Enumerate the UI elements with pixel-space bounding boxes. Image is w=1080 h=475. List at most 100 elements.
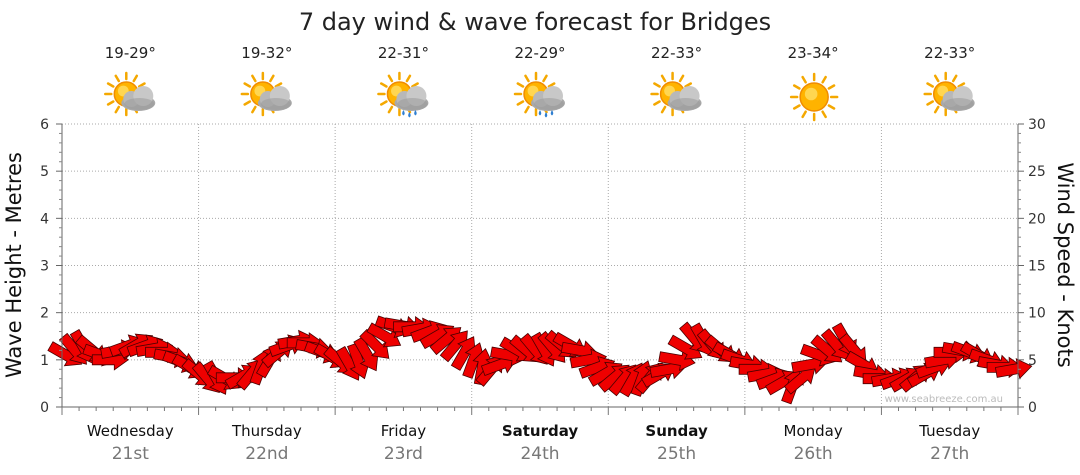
sun-ray	[379, 100, 388, 106]
temperature-range: 19-29°	[105, 44, 156, 62]
sun-ray	[792, 104, 801, 110]
rain-drop	[414, 110, 417, 116]
wind-arrow	[359, 328, 390, 359]
sun-ray	[387, 74, 394, 83]
sun-cloud-icon	[104, 71, 156, 117]
sun-cloud-icon	[650, 71, 702, 117]
cloud-shadow	[534, 98, 564, 110]
wind-arrow	[667, 334, 703, 360]
sun-ray	[516, 100, 525, 106]
sun-ray	[106, 100, 115, 106]
temperature-range: 19-32°	[241, 44, 292, 62]
rain-drops	[538, 110, 554, 118]
wind-arrow	[366, 322, 402, 348]
temperature-range: 22-33°	[924, 44, 975, 62]
right-tick-label: 20	[1028, 211, 1046, 227]
wind-arrow	[658, 349, 696, 372]
temperature-range: 22-31°	[378, 44, 429, 62]
sun-ray	[243, 100, 252, 106]
right-tick-label: 15	[1028, 259, 1046, 275]
watermark: www.seabreeze.com.au	[885, 394, 1003, 405]
cloud-shadow	[397, 98, 428, 110]
sun-ray	[132, 74, 139, 83]
cloud-shape	[940, 86, 975, 111]
sun-ray	[801, 75, 807, 84]
sun-ray	[684, 82, 693, 88]
sun-ray	[251, 74, 257, 83]
day-date-label: 26th	[794, 444, 833, 464]
day-name-label: Tuesday	[918, 422, 980, 440]
sun-ray	[951, 74, 958, 83]
sun-ray	[933, 105, 940, 114]
wind-arrows	[47, 315, 1033, 405]
sun-ray	[269, 74, 275, 83]
cloud-shape	[257, 86, 292, 111]
sun-ray	[251, 105, 257, 114]
right-tick-label: 10	[1028, 306, 1046, 322]
sun-ray	[387, 105, 394, 114]
sun-ray	[678, 74, 685, 83]
day-date-label: 23rd	[384, 444, 423, 464]
sun-ray	[801, 110, 807, 119]
left-tick-label: 3	[40, 259, 49, 275]
left-tick-label: 5	[40, 164, 49, 180]
day-name-label: Monday	[784, 422, 843, 440]
sun-ray	[411, 82, 419, 88]
sun-ray	[933, 74, 940, 83]
day-date-label: 25th	[657, 444, 696, 464]
sun-ray	[547, 82, 556, 88]
sun-ray	[821, 75, 827, 84]
sun-ray	[106, 82, 115, 88]
sun-highlight	[804, 87, 818, 101]
temperature-range: 22-33°	[651, 44, 702, 62]
sun-ray	[926, 100, 934, 106]
axes: 0 1 2 3 4 5 6 0 5 10 15 20 25 30	[40, 117, 1046, 416]
day-date-label: 24th	[520, 444, 559, 464]
sun-cloud-icon	[923, 71, 975, 117]
day-labels: Wednesday 21st Thursday 22nd Friday 23rd Satur…	[87, 422, 980, 464]
sun-ray	[821, 110, 827, 119]
sun-ray	[524, 105, 530, 114]
sun-ray	[379, 82, 388, 88]
left-tick-label: 6	[40, 117, 49, 133]
sun-ray	[114, 105, 121, 114]
rain-drop	[544, 112, 548, 118]
right-tick-label: 0	[1028, 400, 1037, 416]
sun-ray	[243, 82, 252, 88]
day-name-label: Saturday	[502, 422, 579, 440]
sun-ray	[516, 82, 525, 88]
day-name-label: Thursday	[231, 422, 302, 440]
day-date-label: 22nd	[245, 444, 288, 464]
day-name-label: Sunday	[645, 422, 708, 440]
cloud-shadow	[260, 98, 291, 110]
sun-shape	[789, 72, 839, 122]
right-tick-label: 30	[1028, 117, 1046, 133]
cloud-shadow	[943, 98, 974, 110]
chart-title: 7 day wind & wave forecast for Bridges	[299, 8, 771, 36]
left-tick-label: 2	[40, 306, 49, 322]
day-date-label: 21st	[112, 444, 149, 464]
sun-ray	[792, 84, 801, 90]
daily-weather-row: 19-29° 19-32° 22-31° 22-29° 22-33° 23-34° 22-3…	[104, 44, 975, 122]
cloud-shape	[394, 86, 429, 111]
day-date-label: 27th	[930, 444, 969, 464]
sun-ray	[524, 74, 530, 83]
cloud-shadow	[124, 98, 155, 110]
cloud-shadow	[670, 98, 701, 110]
sun-ray	[660, 105, 667, 114]
rain-drop	[538, 110, 542, 116]
sun-ray	[405, 74, 412, 83]
rain-drops	[402, 110, 417, 118]
temperature-range: 22-29°	[514, 44, 565, 62]
left-tick-label: 1	[40, 353, 49, 369]
sun-icon	[789, 72, 839, 122]
temperature-range: 23-34°	[788, 44, 839, 62]
cloud-shape	[531, 86, 565, 111]
sun-ray	[827, 104, 836, 110]
sun-ray	[114, 74, 121, 83]
sun-ray	[660, 74, 667, 83]
rain-drop	[550, 110, 554, 116]
left-axis-title: Wave Height - Metres	[2, 152, 26, 378]
sun-ray	[957, 82, 966, 88]
